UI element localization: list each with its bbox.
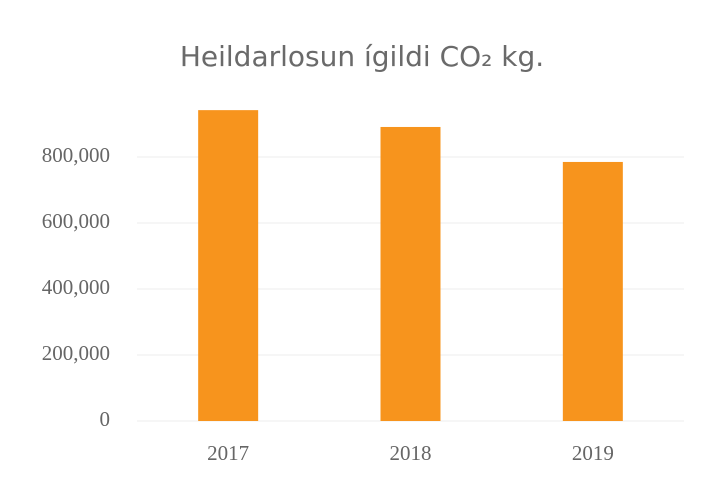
x-tick-label: 2017 bbox=[207, 441, 249, 465]
x-tick-label: 2018 bbox=[390, 441, 432, 465]
y-tick-label: 400,000 bbox=[42, 275, 110, 299]
chart-title: Heildarlosun ígildi CO₂ kg. bbox=[180, 40, 544, 73]
x-tick-label: 2019 bbox=[572, 441, 614, 465]
y-tick-label: 800,000 bbox=[42, 143, 110, 167]
bar bbox=[380, 126, 441, 421]
y-tick-label: 600,000 bbox=[42, 209, 110, 233]
bar bbox=[562, 161, 623, 421]
bar bbox=[198, 110, 259, 421]
y-tick-label: 200,000 bbox=[42, 341, 110, 365]
y-tick-label: 0 bbox=[100, 407, 111, 431]
